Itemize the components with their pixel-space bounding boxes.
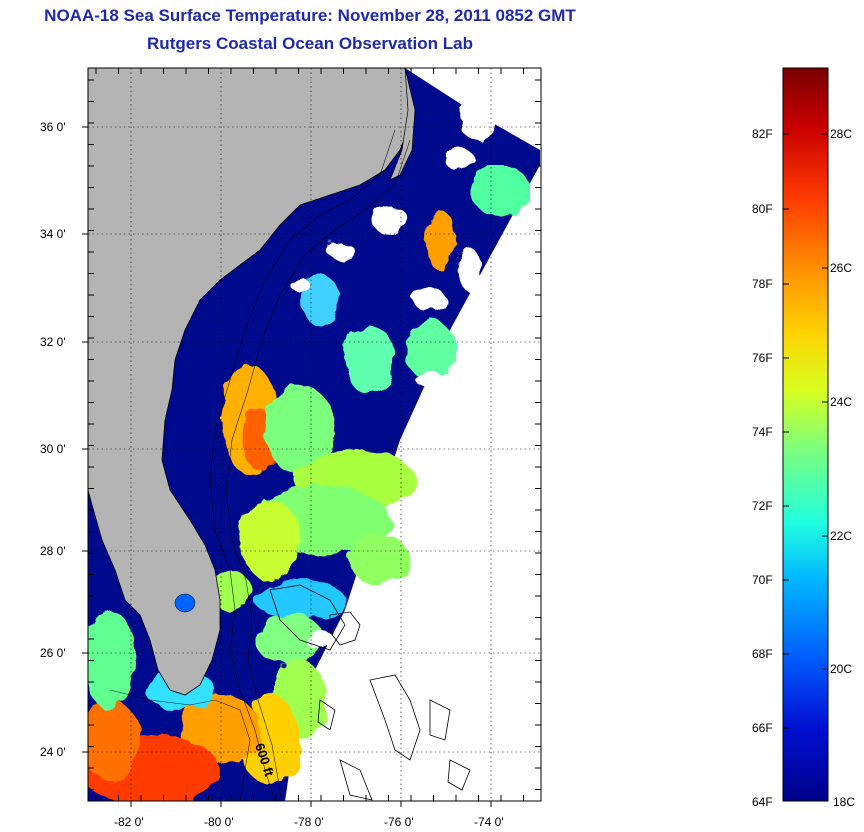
cb-f-label: 74F	[752, 425, 773, 439]
lon-label: -78 0'	[294, 815, 324, 829]
map-title: NOAA-18 Sea Surface Temperature: Novembe…	[44, 6, 576, 25]
cb-f-label: 72F	[752, 499, 773, 513]
cb-c-label: 28C	[830, 127, 852, 141]
cb-f-label: 80F	[752, 202, 773, 216]
lat-label: 30 0'	[40, 442, 66, 456]
cb-f-label: 82F	[752, 127, 773, 141]
cb-f-label: 70F	[752, 573, 773, 587]
lon-label: -76 0'	[384, 815, 414, 829]
outer-banks	[389, 68, 416, 181]
lat-label: 34 0'	[40, 227, 66, 241]
lat-label: 24 0'	[40, 745, 66, 759]
colorbar	[782, 67, 829, 802]
lat-label: 36 0'	[40, 120, 66, 134]
lat-label: 32 0'	[40, 335, 66, 349]
cb-c-label: 22C	[830, 529, 852, 543]
bahamas-outlines	[269, 584, 471, 801]
cb-c-label: 18C	[833, 795, 855, 809]
lon-label: -82 0'	[114, 815, 144, 829]
land-mass	[88, 68, 413, 696]
lat-label: 26 0'	[40, 646, 66, 660]
longitude-labels: -82 0' -80 0' -78 0' -76 0' -74 0'	[114, 815, 504, 829]
graticule	[88, 68, 541, 801]
cb-c-label: 26C	[830, 261, 852, 275]
cb-f-label: 68F	[752, 647, 773, 661]
tick-marks	[82, 68, 541, 807]
cb-f-label: 76F	[752, 351, 773, 365]
cb-f-label: 66F	[752, 721, 773, 735]
map-subtitle: Rutgers Coastal Ocean Observation Lab	[147, 34, 473, 53]
cloud-patches	[290, 100, 502, 650]
lat-label: 28 0'	[40, 544, 66, 558]
lon-label: -80 0'	[204, 815, 234, 829]
colorbar-ticks	[783, 133, 828, 729]
lon-label: -74 0'	[474, 815, 504, 829]
lake-okeechobee	[174, 593, 196, 613]
cb-f-label: 64F	[752, 795, 773, 809]
colorbar-celsius-labels: 28C 26C 24C 22C 20C 18C	[830, 127, 855, 809]
cb-c-label: 24C	[830, 395, 852, 409]
cb-c-label: 20C	[830, 662, 852, 676]
colorbar-fahrenheit-labels: 82F 80F 78F 76F 74F 72F 70F 68F 66F 64F	[752, 127, 773, 809]
latitude-labels: 36 0' 34 0' 32 0' 30 0' 28 0' 26 0' 24 0…	[40, 120, 66, 759]
sst-patches	[88, 165, 530, 801]
bathymetry-contours	[109, 129, 411, 801]
cb-f-label: 78F	[752, 277, 773, 291]
plot-frame	[87, 67, 542, 802]
